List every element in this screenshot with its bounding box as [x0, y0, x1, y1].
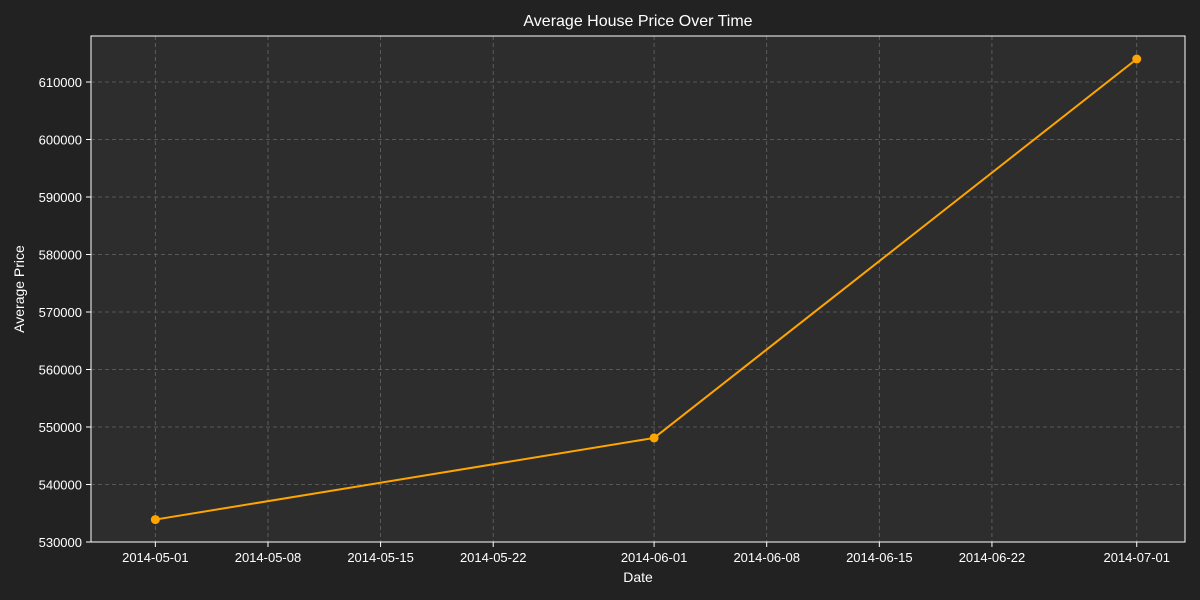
- y-tick-label: 580000: [39, 248, 82, 263]
- data-point[interactable]: [150, 515, 160, 525]
- x-tick-label: 2014-05-08: [235, 550, 302, 565]
- y-tick-label: 560000: [39, 363, 82, 378]
- chart-title: Average House Price Over Time: [523, 13, 752, 30]
- y-tick-label: 600000: [39, 133, 82, 148]
- x-tick-label: 2014-07-01: [1103, 550, 1170, 565]
- series-layer: [150, 54, 1142, 525]
- data-point[interactable]: [649, 433, 659, 443]
- data-point[interactable]: [1132, 54, 1142, 64]
- plot-area: [91, 36, 1185, 542]
- y-tick-label: 590000: [39, 190, 82, 205]
- y-tick-label: 530000: [39, 535, 82, 550]
- x-tick-label: 2014-06-08: [733, 550, 800, 565]
- x-tick-label: 2014-06-22: [959, 550, 1026, 565]
- x-tick-label: 2014-06-15: [846, 550, 913, 565]
- x-tick-label: 2014-05-22: [460, 550, 527, 565]
- x-tick-label: 2014-05-15: [347, 550, 414, 565]
- y-axis-label: Average Price: [11, 245, 27, 333]
- axes-layer: 2014-05-01 2014-05-08 2014-05-15 2014-05-22…: [39, 35, 1186, 565]
- x-axis-label: Date: [623, 569, 653, 585]
- x-tick-label: 2014-06-01: [621, 550, 688, 565]
- plot-frame: [90, 35, 1186, 543]
- y-tick-label: 550000: [39, 420, 82, 435]
- y-tick-label: 540000: [39, 478, 82, 493]
- x-tick-label: 2014-05-01: [122, 550, 189, 565]
- y-tick-label: 610000: [39, 75, 82, 90]
- y-tick-label: 570000: [39, 305, 82, 320]
